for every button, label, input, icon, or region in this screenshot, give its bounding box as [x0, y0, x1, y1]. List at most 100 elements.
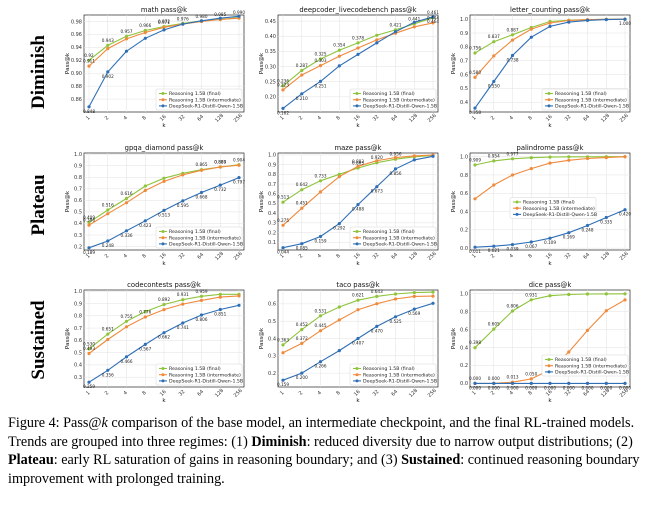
- caption-lead: Figure 4: Pass@: [8, 415, 102, 431]
- data-point: [529, 167, 533, 171]
- data-point: [318, 79, 323, 83]
- data-point: [337, 48, 341, 52]
- data-label: 0.248: [102, 243, 114, 248]
- data-point: [585, 381, 590, 385]
- legend-swatch-marker: [355, 236, 359, 240]
- data-point: [181, 298, 185, 302]
- y-tick-label: 0.6: [268, 302, 276, 308]
- data-point: [604, 18, 608, 22]
- chart-title: taco pass@k: [336, 281, 379, 289]
- y-tick-label: 0.8: [460, 45, 468, 51]
- data-point: [473, 346, 477, 350]
- series-base: [473, 17, 627, 110]
- data-point: [143, 315, 147, 319]
- x-tick-label: 2: [298, 253, 304, 259]
- legend-swatch-marker: [355, 373, 359, 377]
- legend-swatch-marker: [515, 206, 519, 210]
- x-tick-label: 128: [214, 251, 225, 262]
- x-tick-label: 256: [233, 251, 244, 262]
- legend-entry: Reasoning 1.5B (final): [169, 366, 221, 372]
- series-base: [473, 208, 627, 249]
- data-label: 0.488: [352, 207, 364, 212]
- x-tick-label: 64: [390, 252, 399, 261]
- data-point: [337, 172, 341, 176]
- x-tick-label: 2: [490, 390, 496, 396]
- panel-maze: 0.1 0.2 0.3 0.4 0.5 0.6 0.7 0.8 0.9 1.0 1 2 4 8 16 32 64…: [259, 144, 439, 267]
- data-point: [585, 18, 590, 22]
- data-point: [510, 38, 515, 42]
- caption-text-3: : early RL saturation of gains in reason…: [53, 452, 402, 468]
- data-point: [87, 246, 91, 250]
- data-point: [87, 220, 91, 224]
- y-tick-label: 0.2: [268, 230, 276, 236]
- legend: Reasoning 1.5B (final)Reasoning 1.5B (in…: [349, 88, 437, 111]
- legend-entry: Reasoning 1.5B (intermediate): [523, 206, 595, 212]
- panel-letter-counting: 0.4 0.5 0.6 0.7 0.8 0.9 1.0 1 2 4 8 16 32 64 128 256 let…: [451, 6, 631, 129]
- data-point: [106, 239, 110, 243]
- x-tick-label: 16: [353, 114, 362, 123]
- data-point: [585, 223, 590, 228]
- data-point: [492, 244, 496, 248]
- data-point: [124, 355, 129, 359]
- y-tick-label: 0.4: [460, 345, 468, 351]
- data-label: 0.445: [315, 323, 327, 328]
- legend-entry: Reasoning 1.5B (intermediate): [363, 97, 435, 103]
- x-tick-label: 64: [582, 389, 591, 398]
- y-axis-label: Pass@k: [259, 327, 265, 349]
- y-tick-label: 1.0: [74, 152, 82, 158]
- data-label: 0.000: [582, 385, 594, 390]
- x-axis-label: k: [162, 261, 166, 267]
- x-tick-label: 4: [509, 253, 515, 259]
- data-point: [567, 381, 571, 385]
- x-tick-label: 64: [390, 114, 399, 123]
- data-point: [623, 381, 627, 385]
- data-label: 0.000: [544, 385, 556, 390]
- data-point: [548, 155, 552, 159]
- y-tick-label: 0.9: [460, 31, 468, 37]
- x-axis-label: k: [356, 123, 360, 129]
- series-base: [473, 381, 627, 385]
- row-label-diminish: Diminish: [28, 35, 49, 109]
- legend-swatch-marker: [161, 98, 165, 102]
- x-tick-label: 2: [490, 115, 496, 121]
- data-point: [356, 203, 360, 207]
- x-tick-label: 128: [214, 113, 225, 124]
- data-label: 0.461: [427, 10, 439, 15]
- data-point: [356, 298, 360, 302]
- series-intermediate: [87, 294, 241, 356]
- legend-swatch-marker: [547, 98, 551, 102]
- chart-title: palindrome pass@k: [517, 144, 584, 152]
- figure-caption: Figure 4: Pass@k comparison of the base …: [8, 414, 656, 488]
- legend-swatch-marker: [161, 379, 165, 383]
- legend-swatch-marker: [161, 367, 165, 370]
- data-point: [143, 184, 147, 188]
- data-point: [199, 298, 204, 302]
- data-point: [529, 298, 533, 302]
- legend-box: [155, 88, 243, 111]
- data-label: 0.050: [525, 371, 537, 376]
- data-point: [87, 380, 91, 384]
- data-label: 0.039: [507, 247, 519, 252]
- x-tick-label: 8: [335, 253, 341, 259]
- data-point: [87, 351, 91, 356]
- x-tick-label: 256: [427, 113, 438, 124]
- data-point: [412, 154, 416, 158]
- data-label: 0.580: [469, 70, 481, 75]
- data-label: 0.668: [196, 194, 208, 199]
- data-point: [375, 41, 379, 45]
- y-tick-label: 0.6: [460, 327, 468, 333]
- data-label: 0.085: [296, 246, 308, 251]
- data-point: [162, 176, 166, 180]
- data-label: 0.605: [488, 322, 500, 327]
- y-tick-label: 0.4: [460, 100, 468, 106]
- legend-entry: Reasoning 1.5B (intermediate): [555, 97, 627, 103]
- legend-entry: Reasoning 1.5B (final): [555, 91, 607, 97]
- data-label: 0.569: [408, 311, 420, 316]
- data-label: 0.943: [102, 38, 114, 43]
- data-point: [585, 292, 590, 296]
- x-tick-label: 2: [104, 390, 110, 396]
- data-label: 0.287: [296, 63, 308, 68]
- data-point: [281, 106, 285, 110]
- data-label: 0.444: [427, 15, 439, 20]
- data-label: 0.000: [619, 385, 631, 390]
